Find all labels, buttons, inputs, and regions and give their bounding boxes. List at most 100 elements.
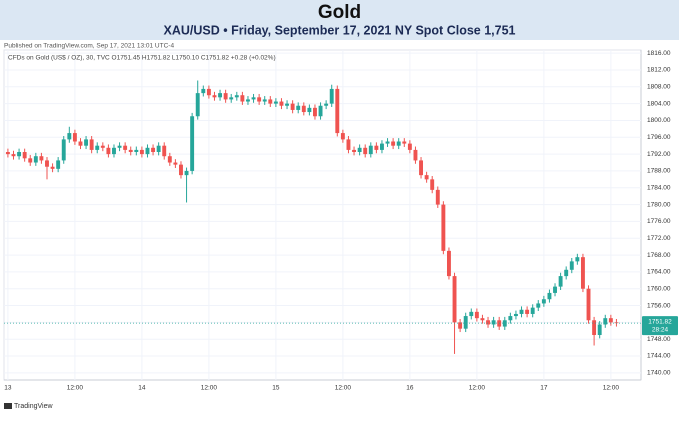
candle-body bbox=[391, 141, 396, 146]
candle-body bbox=[502, 320, 507, 327]
branding: TradingView bbox=[14, 403, 53, 410]
candle-body bbox=[100, 145, 105, 148]
candle-body bbox=[402, 141, 407, 144]
candle-body bbox=[435, 189, 440, 205]
candle-body bbox=[246, 99, 250, 102]
candle-body bbox=[313, 107, 317, 117]
candle-body bbox=[128, 149, 133, 153]
candle-body bbox=[56, 160, 61, 169]
y-tick-label: 1740.00 bbox=[647, 370, 671, 377]
candle-body bbox=[17, 152, 22, 157]
candle-body bbox=[385, 141, 390, 144]
candle-body bbox=[324, 103, 329, 106]
x-tick-label: 12:00 bbox=[603, 385, 620, 392]
candle-body bbox=[190, 116, 195, 171]
x-tick-label: 12:00 bbox=[335, 385, 352, 392]
published-note: Published on TradingView.com, Sep 17, 20… bbox=[4, 43, 174, 50]
candle-body bbox=[28, 158, 33, 163]
candle-body bbox=[569, 261, 574, 270]
candle-body bbox=[201, 88, 206, 94]
candle-body bbox=[262, 99, 267, 102]
candle-body bbox=[212, 95, 217, 98]
candle-body bbox=[89, 139, 94, 150]
candle-body bbox=[614, 322, 619, 324]
y-tick-label: 1764.00 bbox=[647, 269, 671, 276]
candle-body bbox=[541, 299, 546, 304]
candle-body bbox=[240, 95, 245, 102]
candle-body bbox=[352, 149, 356, 153]
candle-body bbox=[357, 147, 362, 153]
candle-body bbox=[513, 313, 518, 317]
candle-body bbox=[106, 147, 111, 155]
last-price-label: 1751.82 bbox=[648, 318, 672, 325]
y-tick-label: 1756.00 bbox=[647, 302, 671, 309]
y-tick-label: 1772.00 bbox=[647, 235, 671, 242]
chart-subtitle: XAU/USD • Friday, September 17, 2021 NY … bbox=[164, 23, 516, 37]
candle-body bbox=[340, 133, 345, 140]
candle-body bbox=[363, 147, 368, 155]
y-tick-label: 1816.00 bbox=[647, 50, 671, 57]
y-tick-label: 1792.00 bbox=[647, 151, 671, 158]
candle-body bbox=[603, 318, 608, 325]
candle-body bbox=[301, 105, 306, 113]
candle-body bbox=[530, 307, 535, 314]
y-tick-label: 1744.00 bbox=[647, 353, 671, 360]
candle-body bbox=[279, 101, 284, 106]
branding-logo bbox=[4, 403, 12, 409]
candle-body bbox=[11, 154, 16, 157]
candle-body bbox=[519, 309, 524, 314]
candle-body bbox=[458, 322, 463, 329]
candle-body bbox=[173, 162, 178, 165]
candle-body bbox=[307, 107, 312, 113]
candle-body bbox=[597, 324, 602, 335]
candle-body bbox=[72, 133, 77, 142]
x-tick-label: 17 bbox=[540, 385, 548, 392]
y-tick-label: 1768.00 bbox=[647, 252, 671, 259]
candle-body bbox=[290, 103, 295, 110]
countdown-label: 28:24 bbox=[652, 326, 669, 333]
x-tick-label: 12:00 bbox=[201, 385, 218, 392]
candle-body bbox=[251, 97, 256, 100]
candle-body bbox=[206, 88, 211, 96]
y-tick-label: 1800.00 bbox=[647, 117, 671, 124]
candle-body bbox=[525, 309, 530, 314]
plot-frame bbox=[3, 49, 642, 381]
last-price-box bbox=[642, 316, 678, 336]
candle-body bbox=[564, 269, 569, 277]
candle-body bbox=[441, 204, 446, 251]
candle-body bbox=[67, 133, 72, 140]
candle-body bbox=[346, 139, 351, 150]
candle-body bbox=[257, 97, 262, 102]
candle-body bbox=[296, 105, 301, 110]
x-tick-label: 14 bbox=[138, 385, 146, 392]
title-banner bbox=[0, 0, 679, 40]
candle-body bbox=[95, 145, 100, 150]
candle-body bbox=[413, 149, 418, 161]
candle-body bbox=[39, 156, 44, 161]
chart-title: Gold bbox=[318, 2, 361, 23]
candle-body bbox=[469, 311, 474, 317]
y-tick-label: 1812.00 bbox=[647, 67, 671, 74]
candle-body bbox=[474, 311, 479, 319]
candle-body bbox=[575, 257, 580, 262]
x-tick-label: 13 bbox=[4, 385, 12, 392]
y-tick-label: 1776.00 bbox=[647, 218, 671, 225]
y-tick-label: 1804.00 bbox=[647, 100, 671, 107]
y-tick-label: 1760.00 bbox=[647, 285, 671, 292]
candle-body bbox=[112, 147, 116, 155]
candle-body bbox=[229, 97, 234, 100]
candle-body bbox=[380, 143, 384, 150]
candle-body bbox=[5, 152, 10, 155]
candle-body bbox=[430, 179, 435, 190]
candle-body bbox=[22, 152, 27, 159]
candle-body bbox=[179, 164, 183, 176]
candle-body bbox=[184, 170, 189, 176]
candle-body bbox=[508, 316, 513, 321]
candle-body bbox=[335, 88, 340, 134]
candle-body bbox=[167, 156, 172, 163]
y-tick-label: 1788.00 bbox=[647, 168, 671, 175]
candle-body bbox=[33, 156, 38, 163]
candle-body bbox=[61, 139, 66, 161]
candle-body bbox=[50, 166, 55, 169]
